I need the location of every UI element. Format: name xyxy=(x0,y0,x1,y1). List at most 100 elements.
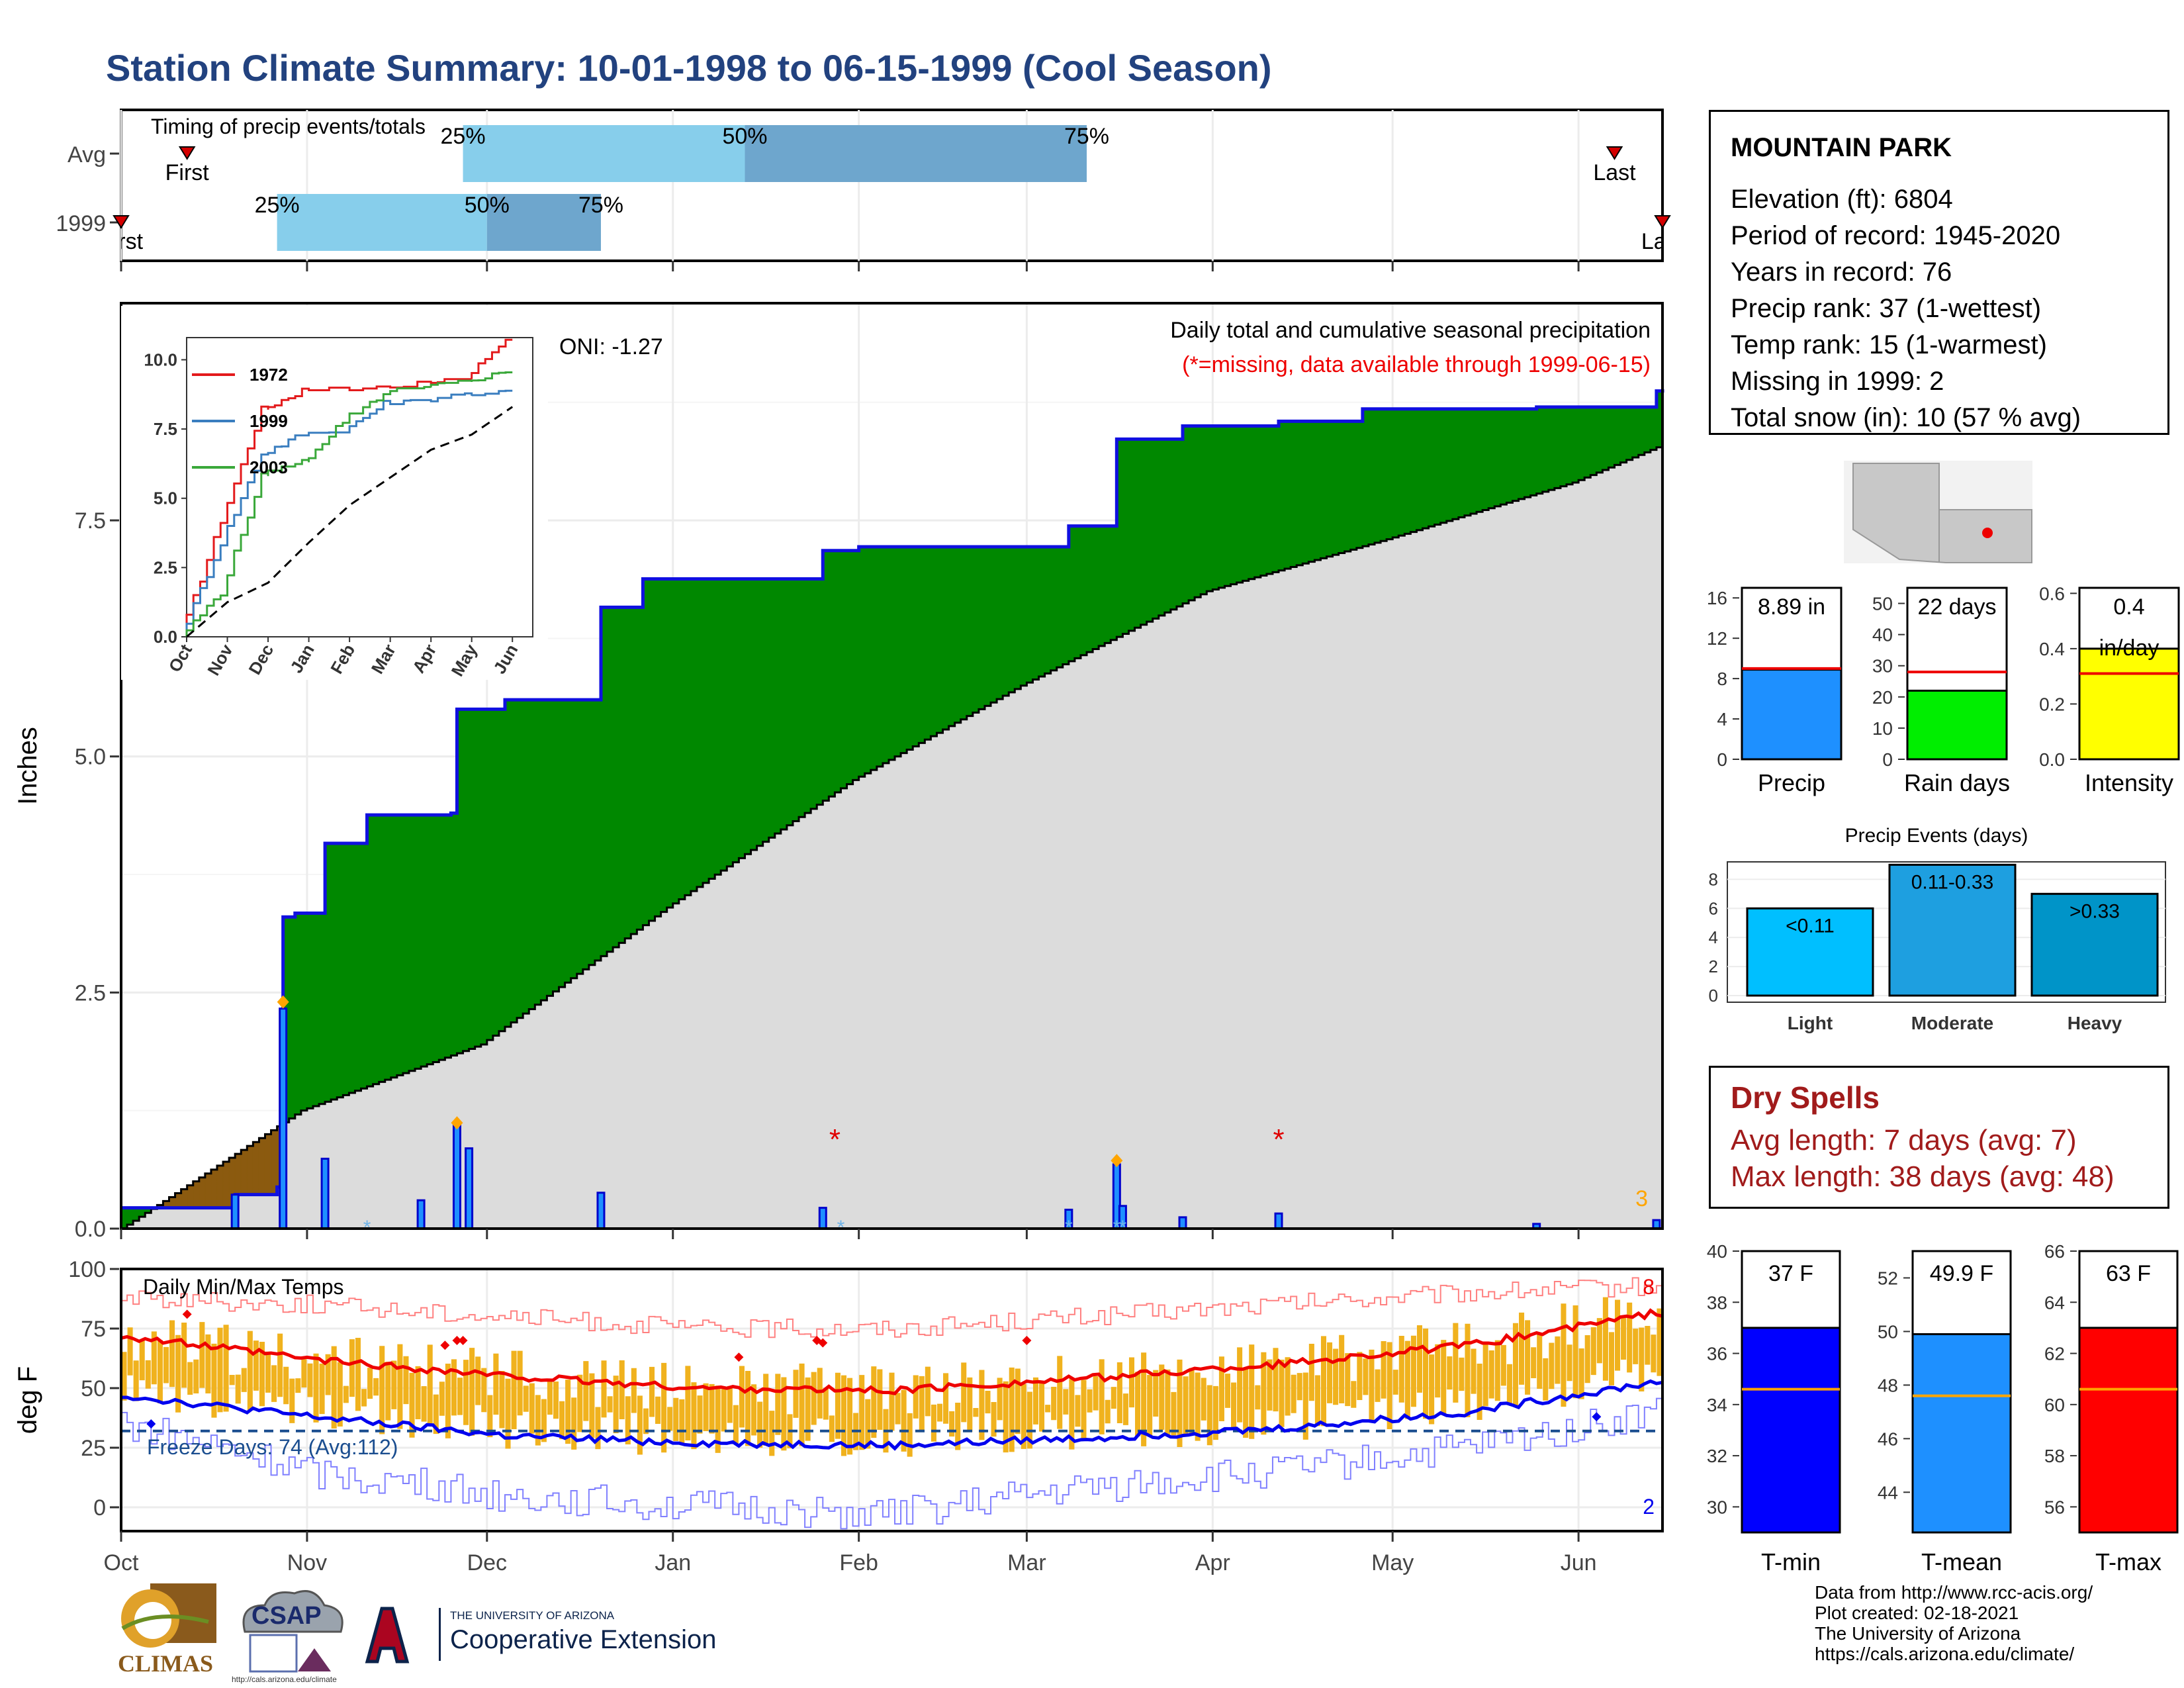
temp-ytick-label: 75 xyxy=(81,1317,106,1342)
timing-label-75: 75% xyxy=(1064,124,1109,149)
snow-marker xyxy=(451,1116,463,1130)
inset-legend-label: 1999 xyxy=(250,411,288,431)
summary-label: Precip xyxy=(1758,769,1825,796)
climas-logo-text: CLIMAS xyxy=(117,1650,214,1677)
record-high-marker xyxy=(734,1352,744,1362)
daily-precip-bar xyxy=(416,1199,426,1230)
last-event-marker xyxy=(1606,146,1623,160)
temp-summary-ytick-label: 46 xyxy=(1878,1429,1898,1449)
month-label: Nov xyxy=(287,1550,327,1575)
summary-ytick-label: 0.2 xyxy=(2039,694,2065,714)
summary-ytick-label: 0.0 xyxy=(2039,749,2065,770)
csap-logo: CSAP http://cals.arizona.edu/climate xyxy=(232,1585,351,1685)
timing-row-label: Avg xyxy=(68,142,106,167)
average-max-line xyxy=(120,1308,1663,1395)
summary-ytick-label: 16 xyxy=(1707,588,1727,608)
summary-bar-Rain days xyxy=(1906,689,2008,761)
daily-precip-bar xyxy=(596,1192,606,1230)
timing-label-25: 25% xyxy=(255,193,300,218)
summary-ytick-label: 8 xyxy=(1717,669,1727,689)
snow-marker xyxy=(1111,1154,1123,1168)
temp-summary-ytick-label: 40 xyxy=(1707,1241,1727,1262)
summary-ytick-label: 40 xyxy=(1872,625,1893,645)
temp-summary-ytick-label: 34 xyxy=(1707,1395,1727,1415)
temp-ylabel: deg F xyxy=(13,1366,42,1434)
precip-corner-count: 3 xyxy=(1635,1186,1648,1211)
station-location-dot xyxy=(1982,528,1993,538)
events-bar-range: 0.11-0.33 xyxy=(1911,871,1994,893)
inset-ytick-label: 5.0 xyxy=(154,489,177,508)
temp-summary-label: T-max xyxy=(2095,1548,2161,1575)
record-high-count: 8 xyxy=(1643,1275,1655,1299)
timing-bar-50-75 xyxy=(745,125,1087,182)
temp-summary-ytick-label: 56 xyxy=(2044,1497,2065,1517)
record-high-marker xyxy=(452,1336,462,1345)
ua-logo-small-text: THE UNIVERSITY OF ARIZONA xyxy=(450,1609,615,1622)
inset-ytick-label: 7.5 xyxy=(154,419,177,439)
station-precip-rank: Precip rank: 37 (1-wettest) xyxy=(1731,294,2042,323)
ua-logo-big-text: Cooperative Extension xyxy=(450,1625,717,1654)
summary-ytick-label: 20 xyxy=(1872,687,1893,708)
events-bar-label: Moderate xyxy=(1911,1013,1993,1033)
temp-summary-ytick-label: 50 xyxy=(1878,1321,1898,1342)
temp-panel-label: Daily Min/Max Temps xyxy=(143,1275,343,1299)
last-event-label: Last xyxy=(1593,160,1636,185)
precip-caption: Daily total and cumulative seasonal prec… xyxy=(1170,318,1651,343)
record-min-line xyxy=(121,1397,1662,1530)
footer-credits: Data from http://www.rcc-acis.org/ Plot … xyxy=(1815,1582,2093,1664)
climas-logo: CLIMAS xyxy=(109,1582,222,1681)
snow-marker xyxy=(277,995,289,1009)
temp-summary-ytick-label: 38 xyxy=(1707,1292,1727,1313)
summary-value: 0.4 xyxy=(2113,594,2144,620)
inset-series-line-1999 xyxy=(185,389,513,637)
events-ytick-label: 4 xyxy=(1709,927,1718,947)
temp-summary-ytick-label: 62 xyxy=(2044,1344,2065,1364)
station-snow: Total snow (in): 10 (57 % avg) xyxy=(1731,403,2081,432)
dry-spells-max: Max length: 38 days (avg: 48) xyxy=(1731,1160,2115,1193)
temp-summary-bar-T-max xyxy=(2078,1327,2179,1534)
footer-line: The University of Arizona xyxy=(1815,1623,2021,1644)
summary-ytick-label: 50 xyxy=(1872,594,1893,614)
summary-label: Rain days xyxy=(1904,769,2010,796)
temp-summary-value: 49.9 F xyxy=(1930,1261,1993,1286)
summary-ytick-label: 0 xyxy=(1717,749,1727,770)
station-elevation: Elevation (ft): 6804 xyxy=(1731,185,1953,214)
month-label: Oct xyxy=(104,1550,139,1575)
first-1999-label: First xyxy=(99,229,144,254)
timing-label-50: 50% xyxy=(722,124,767,149)
record-high-marker xyxy=(458,1336,468,1345)
temp-summary-label: T-mean xyxy=(1921,1548,2002,1575)
temp-summary-ytick-label: 32 xyxy=(1707,1446,1727,1466)
precip-ytick-label: 5.0 xyxy=(75,745,106,770)
missing-data-asterisk: * xyxy=(829,1123,841,1156)
timing-bar-50-75 xyxy=(486,194,601,251)
temp-ytick-label: 100 xyxy=(68,1257,106,1282)
temp-summary-value: 37 F xyxy=(1768,1261,1813,1286)
events-ytick-label: 8 xyxy=(1709,869,1718,889)
summary-ytick-label: 0 xyxy=(1882,749,1893,770)
summary-ytick-label: 4 xyxy=(1717,709,1727,729)
events-bar-light xyxy=(1746,907,1874,997)
events-title: Precip Events (days) xyxy=(1845,825,2028,847)
temp-summary-ytick-label: 66 xyxy=(2044,1241,2065,1262)
temp-summary-ytick-label: 64 xyxy=(2044,1292,2065,1313)
summary-ytick-label: 10 xyxy=(1872,718,1893,739)
month-label: Feb xyxy=(839,1550,878,1575)
station-info-box: MOUNTAIN PARK Elevation (ft): 6804 Perio… xyxy=(1709,110,2169,435)
footer-line: https://cals.arizona.edu/climate/ xyxy=(1815,1644,2075,1664)
summary-bar-Intensity xyxy=(2078,647,2180,761)
precip-ytick-label: 2.5 xyxy=(75,980,106,1006)
first-event-marker xyxy=(178,146,196,160)
events-bar-moderate xyxy=(1888,863,2017,997)
timing-label-50: 50% xyxy=(465,193,510,218)
last-event-marker xyxy=(1654,215,1671,229)
precip-ylabel: Inches xyxy=(13,727,42,805)
temp-summary-ytick-label: 30 xyxy=(1707,1497,1727,1517)
events-bar-heavy xyxy=(2030,892,2159,997)
average-cumulative-area xyxy=(121,444,1662,1229)
temp-summary-ytick-label: 58 xyxy=(2044,1446,2065,1466)
daily-precip-bar xyxy=(230,1194,240,1230)
temp-summary-ytick-label: 44 xyxy=(1878,1482,1898,1503)
summary-bar-Precip xyxy=(1741,669,1843,761)
